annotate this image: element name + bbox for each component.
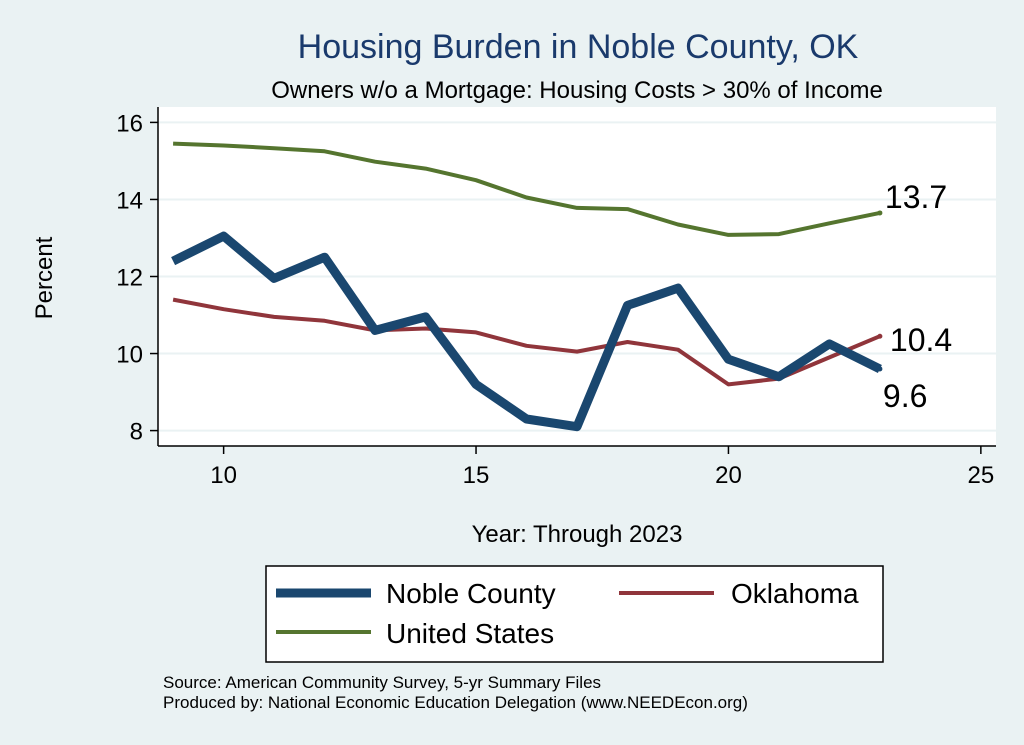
- x-tick-label-25: 25: [968, 462, 995, 489]
- y-tick-label-16: 16: [116, 110, 143, 137]
- y-tick-label-8: 8: [130, 419, 143, 446]
- y-tick-label-12: 12: [116, 265, 143, 292]
- end-label-united-states: 13.7: [885, 179, 947, 215]
- series-line-oklahoma: [172, 297, 881, 387]
- source-line: Source: American Community Survey, 5-yr …: [163, 673, 601, 692]
- produced-by-line: Produced by: National Economic Education…: [163, 693, 748, 712]
- end-label-oklahoma: 10.4: [890, 322, 952, 358]
- end-point-united-states: [877, 210, 883, 216]
- legend-label-oklahoma: Oklahoma: [731, 578, 859, 609]
- series-line-noble-county: [171, 231, 882, 432]
- y-axis-title: Percent: [31, 236, 58, 319]
- chart-subtitle: Owners w/o a Mortgage: Housing Costs > 3…: [271, 77, 883, 104]
- axes: 8 10 12 14 16 10 15 20 25: [116, 107, 996, 489]
- y-tick-label-14: 14: [116, 187, 143, 214]
- series-lines: 9.6 10.4 13.7: [171, 141, 952, 432]
- x-tick-label-15: 15: [463, 462, 490, 489]
- legend-box: [265, 565, 884, 663]
- series-line-united-states: [173, 141, 881, 237]
- legend: Noble County Oklahoma United States: [265, 565, 884, 663]
- legend-label-united-states: United States: [386, 618, 554, 649]
- end-label-noble-county: 9.6: [883, 378, 927, 414]
- y-tick-label-10: 10: [116, 342, 143, 369]
- chart-title: Housing Burden in Noble County, OK: [298, 28, 859, 66]
- x-axis-title: Year: Through 2023: [472, 521, 683, 548]
- x-tick-label-10: 10: [210, 462, 237, 489]
- x-tick-label-20: 20: [715, 462, 742, 489]
- end-point-oklahoma: [877, 333, 883, 339]
- end-point-noble-county: [877, 366, 883, 372]
- legend-label-noble-county: Noble County: [386, 578, 556, 609]
